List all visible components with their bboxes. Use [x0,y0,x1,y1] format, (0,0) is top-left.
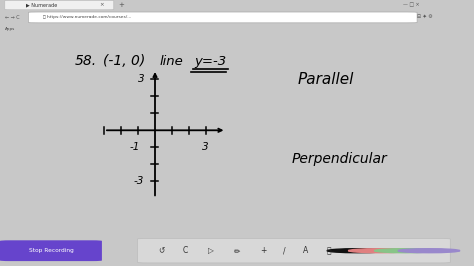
Text: A: A [303,246,309,255]
Text: ⬜: ⬜ [327,246,332,255]
Text: ← → C: ← → C [5,15,19,20]
Text: 3: 3 [202,142,208,152]
Text: /: / [283,246,286,255]
Text: ↺: ↺ [158,246,164,255]
Circle shape [348,249,410,253]
Text: 🔒 https://www.numerade.com/courses/...: 🔒 https://www.numerade.com/courses/... [43,15,131,19]
Text: Perpendicular: Perpendicular [292,152,388,166]
Text: Parallel: Parallel [298,72,355,87]
Text: ✏: ✏ [234,246,240,255]
Text: C: C [182,246,188,255]
FancyBboxPatch shape [137,238,450,263]
Text: ×: × [100,3,104,7]
Text: 58.: 58. [75,54,97,68]
Circle shape [327,249,389,253]
Text: line: line [160,55,184,68]
FancyBboxPatch shape [0,240,102,261]
Text: -1: -1 [130,142,140,152]
Text: y=-3: y=-3 [194,55,226,68]
Text: Apps: Apps [5,27,15,31]
Text: +: + [260,246,266,255]
Text: — □ ×: — □ × [403,3,419,7]
Text: ⊟ ✦ ⚙: ⊟ ✦ ⚙ [417,15,433,20]
Circle shape [374,249,436,253]
Text: (-1, 0): (-1, 0) [103,54,145,68]
Text: 3: 3 [137,74,144,84]
Text: +: + [118,2,124,8]
Text: -3: -3 [134,176,144,186]
Text: ▷: ▷ [208,246,214,255]
Circle shape [398,249,460,253]
FancyBboxPatch shape [28,12,417,23]
Text: ▶ Numerade: ▶ Numerade [26,3,57,7]
FancyBboxPatch shape [5,0,114,10]
Text: Stop Recording: Stop Recording [29,248,73,253]
